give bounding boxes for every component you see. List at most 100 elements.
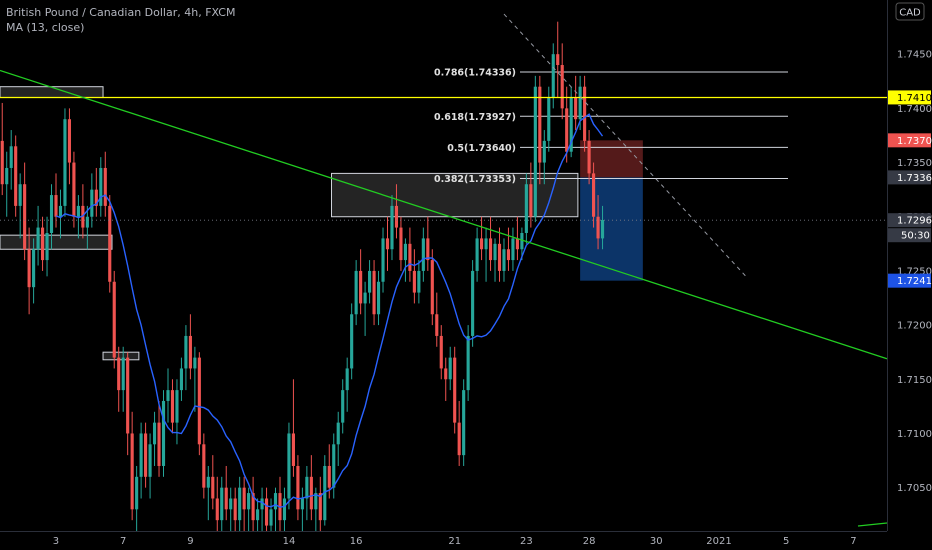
candle-body xyxy=(264,498,269,526)
time-tick-label: 7 xyxy=(850,536,856,547)
candle-body xyxy=(497,243,502,271)
price-tag-bg xyxy=(888,90,931,105)
candle-body xyxy=(152,422,157,445)
candle-body xyxy=(224,487,228,510)
candle-body xyxy=(336,422,340,445)
candle-body xyxy=(166,390,170,401)
candle-body xyxy=(511,238,515,261)
candle-body xyxy=(399,227,403,261)
candle-body xyxy=(430,260,434,315)
candle-body xyxy=(300,498,304,510)
candle-body xyxy=(471,270,475,336)
time-tick-label: 7 xyxy=(120,536,126,547)
candle-body xyxy=(475,238,479,271)
candle-body xyxy=(318,493,322,521)
candle-body xyxy=(184,335,188,369)
candle-body xyxy=(502,249,506,271)
candle-body xyxy=(412,270,416,293)
time-tick-label: 21 xyxy=(448,536,461,547)
ma-13-line xyxy=(55,113,604,508)
time-tick-label: 14 xyxy=(283,536,296,547)
candle-body xyxy=(99,167,103,206)
candle-body xyxy=(484,238,488,250)
candle-body xyxy=(233,498,237,521)
candle-body xyxy=(417,270,421,293)
candle-body xyxy=(524,184,528,233)
candle-body xyxy=(9,146,13,168)
candle-body xyxy=(229,498,233,510)
candle-body xyxy=(121,357,125,391)
candle-body xyxy=(332,444,336,488)
time-axis[interactable]: 3 7 9 14 16 21 23 28 30 2021 5 7 xyxy=(0,531,932,550)
candle-body xyxy=(170,390,175,423)
candle-body xyxy=(0,140,4,185)
candle-body xyxy=(144,433,148,477)
chart-legend: British Pound / Canadian Dollar, 4h, FXC… xyxy=(6,5,235,35)
candle-body xyxy=(117,357,121,391)
candle-body xyxy=(565,108,569,152)
currency-badge[interactable]: CAD xyxy=(895,2,925,21)
candle-body xyxy=(238,487,242,521)
candle-body xyxy=(381,238,385,282)
candle-body xyxy=(291,433,295,466)
price-tick-label: 1.72500 xyxy=(897,266,932,277)
candle-body xyxy=(350,314,354,369)
candle-body xyxy=(175,390,179,423)
candle-body xyxy=(596,216,600,239)
candle-body xyxy=(390,205,394,250)
candle-body xyxy=(515,238,519,250)
box-small-mid xyxy=(102,351,140,361)
supply-box-left xyxy=(0,234,113,250)
candle-body xyxy=(435,314,439,336)
countdown-bg xyxy=(888,228,931,243)
candle-body xyxy=(126,357,130,434)
supply-box-top-left xyxy=(0,86,104,99)
price-tag-label: 1.73363 xyxy=(897,173,932,184)
candle-body xyxy=(551,54,555,98)
candle-body xyxy=(188,335,192,369)
candle-body xyxy=(309,476,313,510)
candle-body xyxy=(323,465,327,521)
candle-body xyxy=(403,243,407,261)
candle-body xyxy=(211,476,215,499)
candle-body xyxy=(341,390,345,423)
candle-body xyxy=(547,97,551,141)
candle-body xyxy=(32,249,36,288)
candle-body xyxy=(583,86,587,141)
candle-body xyxy=(408,243,412,271)
ma-line xyxy=(55,113,604,508)
candle-body xyxy=(394,205,399,228)
candle-body xyxy=(354,270,358,315)
fib-retracement[interactable]: 0.786(1.74336) 0.618(1.73927) 0.5(1.73640)… xyxy=(434,67,788,185)
candle-body xyxy=(40,227,45,261)
candle-body xyxy=(90,189,94,217)
time-tick-label: 3 xyxy=(53,536,59,547)
candle-body xyxy=(520,232,524,250)
fib-level-label: 0.786(1.74336) xyxy=(434,67,516,78)
price-tag-bg xyxy=(888,273,931,288)
drawn-lines[interactable] xyxy=(0,13,888,527)
candle-body xyxy=(296,465,300,510)
candle-body xyxy=(600,219,605,239)
candle-body xyxy=(67,119,72,163)
candle-body xyxy=(157,422,161,466)
time-axis-bg xyxy=(0,531,932,550)
candle-body xyxy=(63,119,67,206)
time-tick-label: 16 xyxy=(350,536,363,547)
candle-body xyxy=(72,162,76,217)
candle-body xyxy=(135,476,139,510)
price-tick-label: 1.70500 xyxy=(897,483,932,494)
time-tick-label: 9 xyxy=(187,536,193,547)
candle-body xyxy=(247,493,251,510)
candle-body xyxy=(542,140,546,163)
candle-body xyxy=(130,433,134,510)
candle-body xyxy=(282,498,287,521)
candle-body xyxy=(197,357,201,445)
candle-body xyxy=(363,292,367,304)
dashed-trend-line xyxy=(503,13,747,277)
price-tag-label: 1.72968 xyxy=(897,216,932,227)
candle-body xyxy=(466,335,470,391)
candle-body xyxy=(448,357,452,380)
price-tick-label: 1.74000 xyxy=(897,104,932,115)
